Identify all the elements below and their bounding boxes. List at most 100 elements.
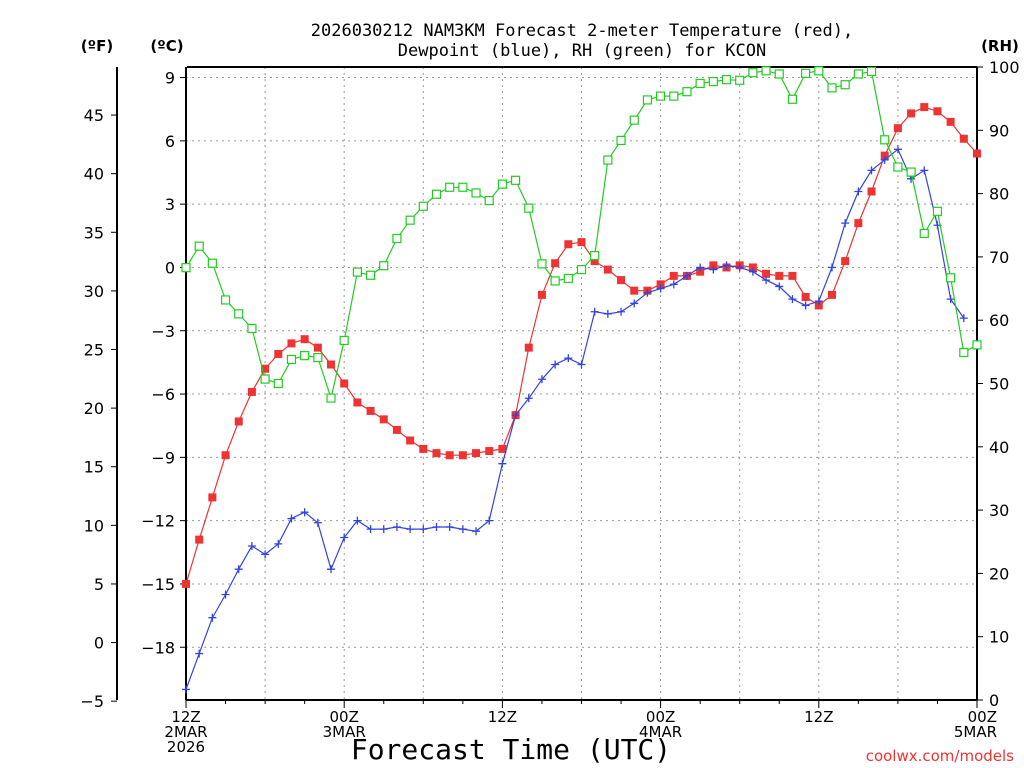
- dewpoint-point: [498, 459, 507, 468]
- rh-point: [840, 80, 850, 90]
- rh-point: [181, 263, 191, 273]
- celsius-tick-label: 0: [165, 258, 175, 277]
- rh-point: [787, 94, 798, 104]
- temperature-point: [524, 343, 533, 352]
- rh-point: [405, 215, 415, 225]
- dewpoint-point: [946, 295, 955, 304]
- dewpoint-point: [472, 527, 481, 536]
- temperature-point: [893, 124, 902, 133]
- dewpoint-point: [353, 516, 362, 525]
- celsius-tick-label: −18: [141, 638, 175, 657]
- rh-point: [339, 335, 349, 346]
- x-tick-label: 12Z: [804, 708, 833, 726]
- rh-point: [814, 66, 824, 76]
- temperature-point: [247, 387, 256, 396]
- rh-tick-label: 0: [989, 691, 999, 710]
- celsius-tick-label: −3: [151, 322, 175, 341]
- rh-point: [260, 374, 270, 384]
- rh-tick-label: 60: [989, 311, 1009, 330]
- dewpoint-point: [788, 295, 797, 304]
- dewpoint-point: [406, 525, 415, 534]
- dewpoint-point: [867, 166, 876, 175]
- temperature-point: [366, 406, 375, 415]
- dewpoint-point: [762, 276, 771, 285]
- rh-point: [300, 351, 310, 361]
- rh-tick-label: 30: [989, 501, 1009, 520]
- rh-tick-label: 100: [989, 58, 1020, 77]
- temperature-point: [907, 109, 916, 118]
- temperature-point: [814, 301, 823, 310]
- fahrenheit-tick-label: 25: [84, 341, 104, 360]
- rh-point: [273, 378, 283, 389]
- dewpoint-line: [185, 148, 965, 690]
- dewpoint-point: [590, 307, 599, 316]
- temperature-point: [472, 449, 481, 458]
- dewpoint-point: [669, 280, 678, 289]
- rh-point: [708, 76, 718, 87]
- rh-point: [866, 66, 877, 77]
- rh-point: [774, 69, 784, 79]
- rh-point: [484, 195, 494, 206]
- temperature-point: [762, 269, 771, 278]
- temperature-point: [973, 149, 981, 158]
- fahrenheit-tick-label: 45: [84, 106, 104, 125]
- rh-point: [471, 188, 481, 198]
- dewpoint-point: [274, 539, 283, 548]
- rh-point: [365, 270, 376, 280]
- temperature-point: [340, 379, 349, 388]
- rh-point: [326, 393, 336, 403]
- rh-point: [827, 83, 837, 93]
- rh-point: [603, 155, 613, 165]
- dewpoint-point: [775, 282, 784, 291]
- dewpoint-point: [577, 360, 586, 369]
- dewpoint-point: [445, 522, 454, 531]
- rh-point: [946, 273, 956, 283]
- temperature-point: [234, 417, 243, 426]
- fahrenheit-tick-label: −5: [80, 692, 104, 711]
- temperature-point: [551, 259, 560, 268]
- dewpoint-point: [827, 263, 836, 272]
- dewpoint-point: [221, 590, 230, 599]
- temperature-point: [221, 451, 230, 460]
- dewpoint-point: [313, 518, 322, 527]
- temperature-point: [432, 449, 441, 458]
- rh-point: [629, 115, 639, 125]
- dewpoint-point: [841, 219, 850, 228]
- rh-point: [352, 267, 362, 277]
- rh-point: [379, 261, 389, 271]
- rh-point: [537, 259, 547, 269]
- temperature-point: [920, 103, 929, 112]
- dewpoint-point: [234, 565, 243, 574]
- celsius-tick-label: 3: [165, 195, 175, 214]
- rh-point: [563, 273, 573, 284]
- celsius-tick-label: −6: [151, 385, 175, 404]
- temperature-point: [788, 271, 797, 280]
- rh-point: [853, 69, 863, 79]
- rh-point: [906, 167, 916, 177]
- x-tick-label: 2026: [167, 738, 205, 756]
- dewpoint-point: [551, 360, 560, 369]
- rh-point: [247, 323, 257, 334]
- temperature-point: [577, 238, 586, 247]
- dewpoint-point: [261, 550, 270, 559]
- dewpoint-point: [959, 314, 968, 323]
- temperature-point: [300, 335, 309, 344]
- temperature-point: [748, 263, 757, 272]
- temperature-point: [392, 425, 401, 434]
- fahrenheit-tick-label: 0: [94, 634, 104, 653]
- temperature-point: [959, 134, 968, 143]
- rh-tick-label: 70: [989, 248, 1009, 267]
- rh-point: [642, 95, 653, 105]
- rh-tick-label: 20: [989, 564, 1009, 583]
- rh-point: [590, 251, 600, 261]
- temperature-point: [195, 535, 204, 544]
- celsius-tick-label: −9: [151, 448, 175, 467]
- rh-point: [194, 241, 204, 251]
- x-tick-label: 2MAR: [164, 723, 207, 741]
- dewpoint-point: [643, 288, 652, 297]
- rh-point: [880, 135, 890, 145]
- temperature-point: [313, 343, 322, 352]
- x-tick-label: 00Z: [968, 708, 997, 726]
- rh-point: [919, 228, 929, 239]
- temperature-point: [458, 451, 467, 460]
